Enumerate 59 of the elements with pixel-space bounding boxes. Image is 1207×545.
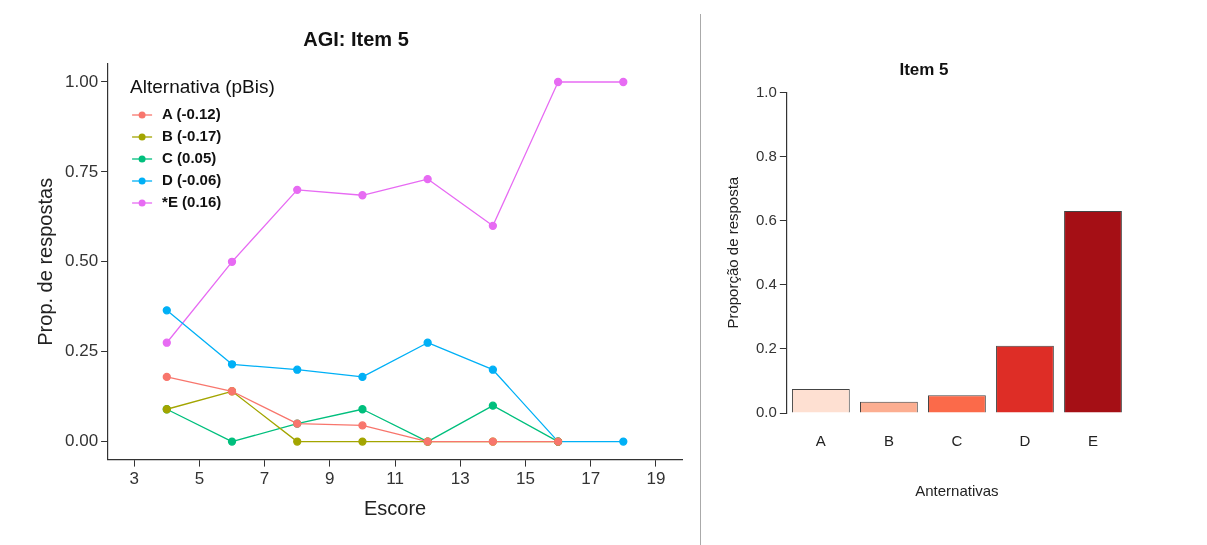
point: [162, 338, 171, 347]
point: [488, 221, 498, 230]
point: [619, 437, 628, 446]
x-tick-label: 7: [259, 469, 270, 489]
y-tick-label: 0.75: [64, 161, 99, 181]
point: [227, 437, 237, 446]
x-tick-label: 19: [646, 469, 666, 489]
legend-label: C (0.05): [162, 149, 217, 167]
point: [358, 372, 367, 382]
x-axis-title: Anternativas: [915, 482, 999, 500]
point: [423, 338, 432, 347]
point: [358, 405, 367, 414]
point: [162, 372, 171, 382]
point: [293, 365, 302, 374]
y-tick-label: 0.0: [755, 403, 777, 421]
point: [423, 174, 432, 184]
point: [553, 77, 563, 87]
x-tick-label: B: [883, 432, 894, 450]
x-tick-label: C: [951, 432, 963, 450]
y-tick-label: 1.00: [64, 71, 99, 91]
legend-label: B (-0.17): [162, 127, 222, 145]
x-tick-label: 3: [129, 469, 139, 489]
point: [293, 185, 302, 195]
chart-title: Item 5: [899, 59, 949, 79]
legend-label: A (-0.12): [162, 105, 221, 123]
x-tick-label: D: [1019, 432, 1031, 450]
chart-title: AGI: Item 5: [303, 27, 409, 50]
x-tick-label: 11: [386, 469, 404, 489]
y-tick-label: 0.50: [64, 251, 99, 271]
y-tick-label: 0.4: [755, 274, 777, 292]
y-tick-label: 0.2: [755, 339, 777, 357]
point: [162, 306, 171, 315]
y-tick-label: 0.00: [64, 431, 99, 451]
point: [358, 437, 367, 446]
y-tick-label: 0.8: [755, 146, 777, 164]
point: [358, 421, 367, 430]
x-tick-label: 17: [581, 469, 601, 489]
x-tick-label: 5: [194, 469, 205, 489]
point: [293, 437, 302, 446]
x-tick-label: 15: [516, 469, 535, 489]
point: [227, 360, 237, 369]
legend-label: D (-0.06): [162, 171, 222, 189]
y-axis-title: Prop. de respostas: [33, 177, 56, 346]
point: [358, 191, 367, 200]
point: [488, 401, 498, 410]
point: [619, 77, 628, 87]
legend-title: Alternativa (pBis): [130, 76, 275, 98]
x-axis-title: Escore: [363, 496, 427, 519]
point: [488, 365, 498, 374]
y-tick-label: 0.6: [755, 210, 777, 228]
y-tick-label: 1.0: [755, 82, 777, 100]
y-axis-title: Proporção de resposta: [724, 176, 742, 329]
x-tick-label: E: [1087, 432, 1098, 450]
x-tick-label: A: [815, 432, 826, 450]
legend-label: *E (0.16): [162, 193, 222, 211]
point: [227, 257, 237, 266]
x-tick-label: 9: [325, 469, 335, 489]
y-tick-label: 0.25: [64, 341, 99, 361]
x-tick-label: 13: [450, 469, 470, 489]
